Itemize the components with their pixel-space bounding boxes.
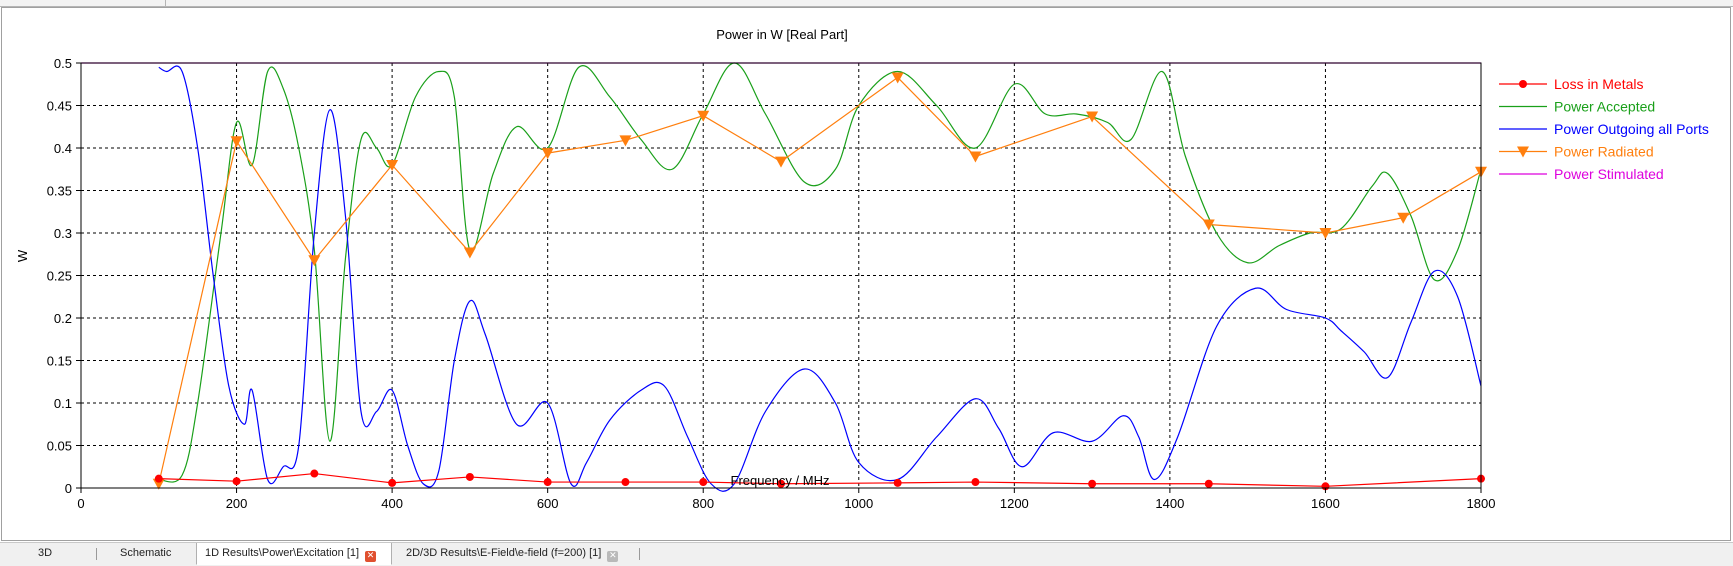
data-point-loss-in-metals — [621, 478, 630, 487]
data-point-power-radiated — [775, 156, 787, 168]
document-tab-bar: 3D Schematic 1D Results\Power\Excitation… — [0, 542, 1733, 566]
y-tick-label: 0.05 — [47, 439, 72, 454]
grid-lines — [81, 63, 1481, 488]
top-window-strip — [0, 0, 1733, 7]
data-point-power-radiated — [969, 151, 982, 163]
series-line-power-radiated — [158, 76, 1482, 484]
series-line-power-accepted — [158, 62, 1482, 483]
y-tick-label: 0.5 — [54, 56, 72, 71]
data-point-power-radiated — [386, 160, 399, 171]
tab-1d-results-power[interactable]: 1D Results\Power\Excitation [1] ✕ — [196, 543, 392, 565]
data-point-power-radiated — [1202, 219, 1215, 231]
y-tick-label: 0.45 — [47, 99, 72, 114]
legend-marker-loss-in-metals — [1519, 80, 1527, 88]
tab-2d3d-results-efield[interactable]: 2D/3D Results\E-Field\e-field (f=200) [1… — [398, 543, 626, 565]
x-tick-label: 600 — [537, 496, 559, 511]
data-point-loss-in-metals — [154, 474, 163, 483]
legend-label-power-outgoing-all-ports: Power Outgoing all Ports — [1554, 121, 1709, 137]
x-tick-label: 1600 — [1311, 496, 1340, 511]
legend-marker-power-radiated — [1517, 146, 1529, 158]
y-tick-label: 0.35 — [47, 184, 72, 199]
chart: Power in W [Real Part] 0 200 400 600 800 1000… — [15, 27, 1709, 511]
data-point-loss-in-metals — [465, 472, 474, 481]
y-tick-label: 0.2 — [54, 311, 72, 326]
data-point-power-radiated — [541, 148, 554, 160]
legend-label-power-accepted: Power Accepted — [1554, 99, 1655, 115]
data-point-power-radiated — [308, 255, 321, 267]
close-icon[interactable]: ✕ — [365, 551, 377, 562]
x-tick-label: 1400 — [1155, 496, 1184, 511]
data-point-loss-in-metals — [1204, 479, 1213, 488]
data-point-loss-in-metals — [699, 478, 708, 487]
x-tick-label: 1200 — [1000, 496, 1029, 511]
data-point-power-radiated — [891, 72, 904, 84]
data-point-power-radiated — [463, 247, 476, 259]
tab-schematic[interactable]: Schematic — [112, 543, 179, 565]
series-line-power-outgoing-all-ports — [158, 65, 1482, 492]
data-point-power-radiated — [1086, 111, 1099, 123]
data-point-loss-in-metals — [310, 469, 319, 478]
data-point-loss-in-metals — [893, 478, 902, 487]
tab-separator — [96, 548, 97, 560]
x-axis-label: Frequency / MHz — [731, 473, 830, 488]
legend-label-power-stimulated: Power Stimulated — [1554, 166, 1664, 182]
y-axis-label: W — [15, 249, 30, 262]
tab-3d[interactable]: 3D — [30, 543, 60, 565]
data-point-power-radiated — [619, 135, 632, 147]
plot-window: Power in W [Real Part] 0 200 400 600 800 1000… — [1, 7, 1731, 541]
data-point-loss-in-metals — [388, 478, 397, 487]
legend-label-power-radiated: Power Radiated — [1554, 144, 1654, 160]
tab-label: 3D — [38, 547, 53, 559]
y-tick-label: 0.3 — [54, 226, 72, 241]
y-tick-label: 0.1 — [54, 396, 72, 411]
data-point-power-radiated — [697, 110, 710, 122]
tab-separator — [639, 548, 640, 560]
chart-title: Power in W [Real Part] — [716, 27, 848, 42]
tab-label: Schematic — [120, 547, 172, 559]
x-tick-label: 400 — [381, 496, 403, 511]
y-tick-label: 0 — [65, 481, 72, 496]
x-tick-label: 1800 — [1467, 496, 1496, 511]
x-tick-label: 800 — [692, 496, 714, 511]
axes: 0 200 400 600 800 1000 1200 1400 1600 1800 0 0.05 0.… — [47, 56, 1496, 511]
x-tick-label: 1000 — [844, 496, 873, 511]
data-point-power-radiated — [230, 136, 243, 148]
data-point-loss-in-metals — [543, 478, 552, 487]
data-point-power-radiated — [1397, 212, 1410, 224]
x-tick-label: 200 — [226, 496, 248, 511]
data-point-power-radiated — [1319, 228, 1332, 239]
window-splitter[interactable] — [165, 0, 166, 6]
data-point-loss-in-metals — [232, 477, 241, 486]
close-icon[interactable]: ✕ — [607, 551, 619, 562]
y-tick-label: 0.4 — [54, 141, 72, 156]
legend-label-loss-in-metals: Loss in Metals — [1554, 76, 1643, 92]
tab-label: 1D Results\Power\Excitation [1] — [205, 547, 360, 559]
data-point-power-radiated — [152, 478, 165, 490]
y-tick-label: 0.15 — [47, 354, 72, 369]
series-layer — [81, 62, 1487, 492]
x-tick-label: 0 — [77, 496, 84, 511]
data-point-loss-in-metals — [971, 478, 980, 487]
legend[interactable]: Loss in Metals Power Accepted Power Outgoi… — [1499, 76, 1709, 182]
data-point-loss-in-metals — [1088, 479, 1097, 488]
y-tick-label: 0.25 — [47, 269, 72, 284]
data-point-loss-in-metals — [777, 479, 785, 488]
tab-label: 2D/3D Results\E-Field\e-field (f=200) [1… — [406, 547, 602, 559]
